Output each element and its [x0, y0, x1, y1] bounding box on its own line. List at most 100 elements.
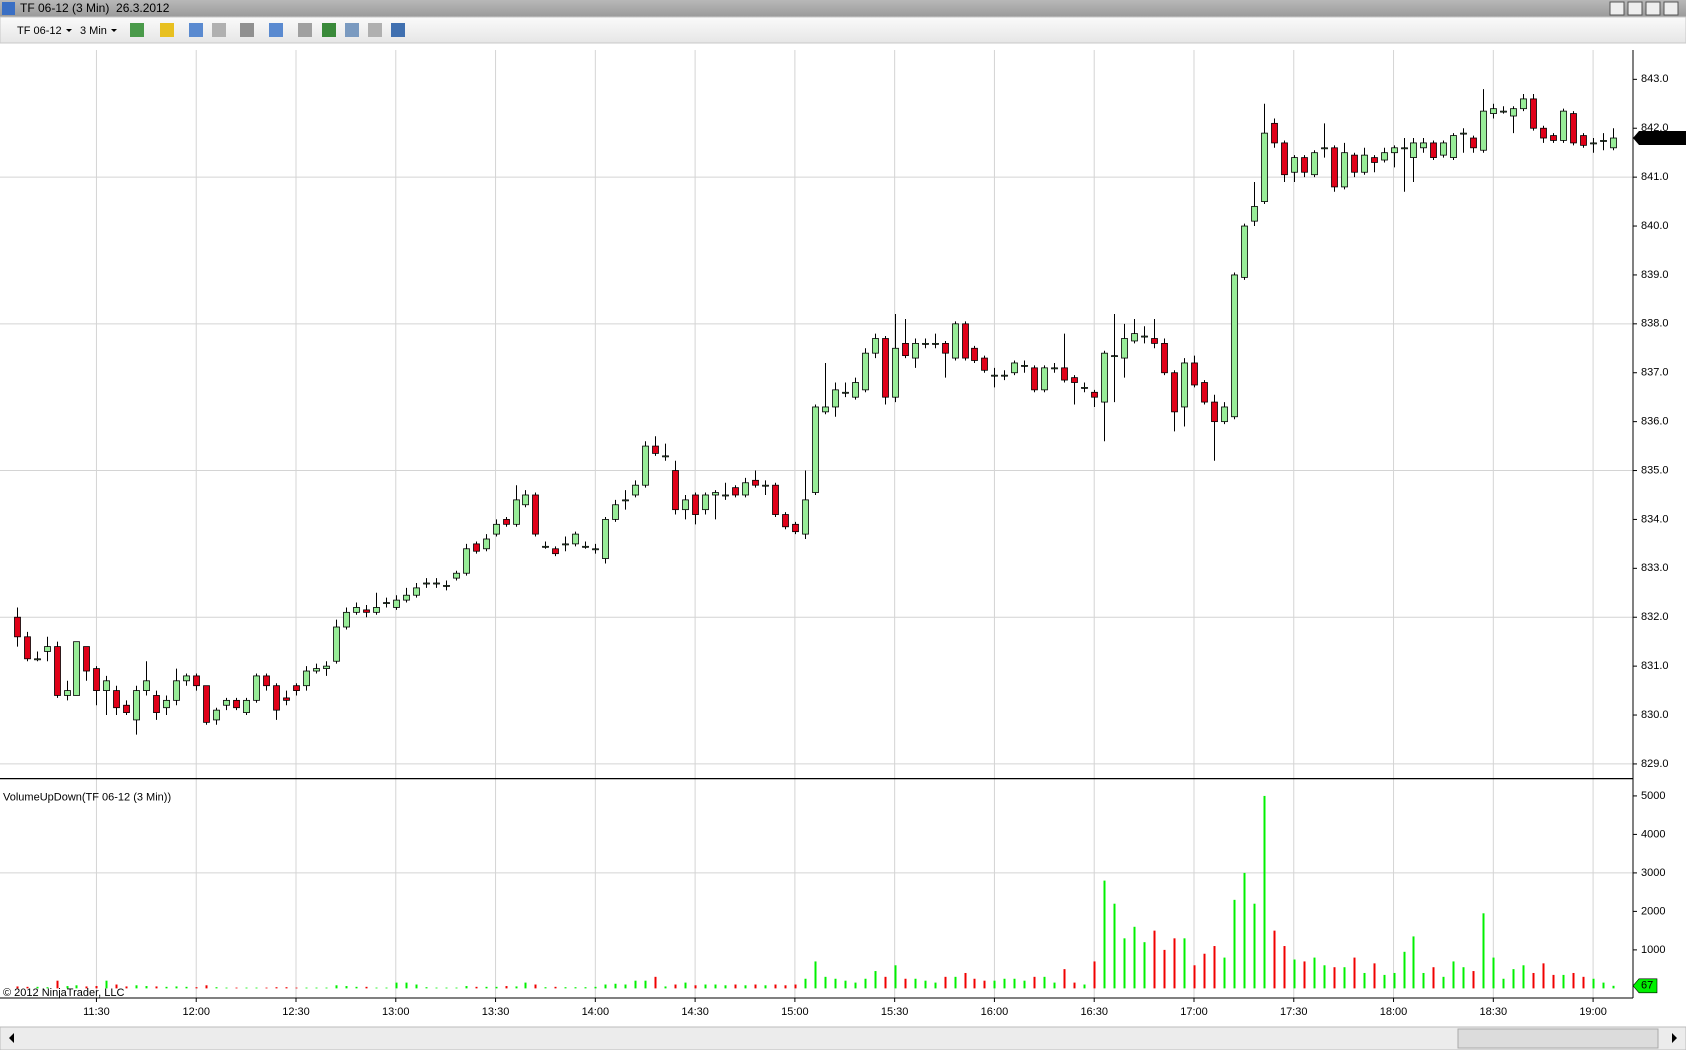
candle-body	[752, 479, 759, 486]
candle-body	[393, 599, 400, 608]
volume-bar	[824, 976, 827, 989]
volume-bar	[1053, 982, 1056, 989]
scrollbar[interactable]	[0, 1026, 1686, 1050]
last-price-label: 841.8	[1642, 132, 1670, 144]
volume-bar	[614, 983, 617, 989]
volume-bar	[1253, 903, 1256, 989]
candle-body	[922, 342, 929, 345]
minimize-button[interactable]	[1627, 1, 1643, 16]
volume-bar	[1333, 967, 1336, 989]
candle-body	[552, 548, 559, 555]
indicators-button[interactable]	[322, 23, 336, 37]
volume-bar	[754, 984, 757, 989]
candle-body	[1430, 142, 1437, 158]
maximize-button[interactable]	[1645, 1, 1661, 16]
volume-bar	[983, 980, 986, 989]
volume-bar	[554, 986, 557, 989]
copyright: © 2012 NinjaTrader, LLC	[3, 987, 124, 999]
volume-bar	[16, 986, 19, 989]
volume-bar	[1432, 967, 1435, 989]
volume-bar	[694, 985, 697, 989]
zoom-button[interactable]	[189, 23, 203, 37]
chart-trader-button[interactable]	[391, 23, 405, 37]
volume-bar	[1512, 969, 1515, 989]
volume-bar	[774, 984, 777, 989]
volume-bar	[1033, 976, 1036, 989]
volume-bar	[485, 986, 488, 989]
candle-body	[652, 445, 659, 454]
candle-body	[113, 690, 120, 709]
candle-body	[742, 482, 749, 496]
candle-body	[1361, 154, 1368, 173]
candle-body	[1470, 137, 1477, 149]
volume-bar	[854, 982, 857, 989]
scroll-thumb[interactable]	[1457, 1028, 1659, 1049]
y-tick-label: 4000	[1641, 828, 1665, 840]
x-tick-label: 18:30	[1480, 1006, 1508, 1018]
volume-bar	[804, 978, 807, 989]
volume-bar	[46, 987, 49, 989]
volume-bar	[275, 987, 278, 989]
candle-body	[1490, 108, 1497, 114]
volume-bar	[1542, 963, 1545, 989]
candle-body	[1301, 157, 1308, 173]
volume-bar	[435, 987, 438, 989]
interval-selector[interactable]: 3 Min	[80, 25, 107, 37]
candle-body	[233, 699, 240, 709]
properties-button[interactable]	[298, 23, 312, 37]
x-tick-label: 16:30	[1080, 1006, 1108, 1018]
y-tick-label: 841.0	[1641, 171, 1669, 183]
candle-body	[213, 709, 220, 721]
candle-body	[1530, 98, 1537, 129]
volume-bar	[345, 986, 348, 989]
candle-body	[852, 382, 859, 398]
volume-bar	[1063, 969, 1066, 989]
volume-bar	[1183, 938, 1186, 989]
candle-body	[463, 548, 470, 574]
volume-bar	[1003, 978, 1006, 989]
instrument-selector[interactable]: TF 06-12	[17, 25, 62, 37]
volume-bar	[185, 986, 188, 989]
restore-button[interactable]	[1609, 1, 1625, 16]
volume-bar	[1223, 957, 1226, 989]
candle-body	[1071, 377, 1078, 383]
x-tick-label: 14:30	[681, 1006, 709, 1018]
data-box-button[interactable]	[368, 23, 382, 37]
volume-bar	[445, 987, 448, 989]
volume-bar	[1013, 978, 1016, 989]
volume-bar	[1023, 980, 1026, 989]
candle-body	[1460, 132, 1467, 135]
volume-bar	[964, 972, 967, 989]
volume-bar	[1193, 965, 1196, 989]
volume-bar	[495, 986, 498, 989]
candle-body	[1211, 401, 1218, 423]
candle-body	[1141, 335, 1148, 338]
candle-body	[1510, 108, 1517, 117]
candle-body	[1101, 352, 1108, 403]
volume-bar	[584, 987, 587, 989]
candle-body	[822, 406, 829, 413]
chart-style-button[interactable]	[130, 23, 144, 37]
volume-bar	[385, 987, 388, 989]
candle-body	[383, 602, 390, 604]
candle-body	[692, 494, 699, 515]
volume-bar	[1343, 967, 1346, 989]
candle-body	[73, 641, 80, 696]
candle-body	[862, 352, 869, 391]
zoom-out-button[interactable]	[212, 23, 226, 37]
candle-body	[802, 499, 809, 535]
find-button[interactable]	[269, 23, 283, 37]
candle-body	[1381, 152, 1388, 161]
strategies-button[interactable]	[345, 23, 359, 37]
cursor-button[interactable]	[240, 23, 254, 37]
drawing-tool-button[interactable]	[160, 23, 174, 37]
volume-bar	[534, 984, 537, 989]
candle-body	[662, 455, 669, 458]
y-tick-label: 833.0	[1641, 562, 1669, 574]
volume-bar	[1143, 942, 1146, 989]
last-price-marker	[1633, 131, 1686, 146]
candle-body	[64, 690, 71, 696]
candle-body	[1371, 157, 1378, 163]
close-button[interactable]	[1663, 1, 1679, 16]
